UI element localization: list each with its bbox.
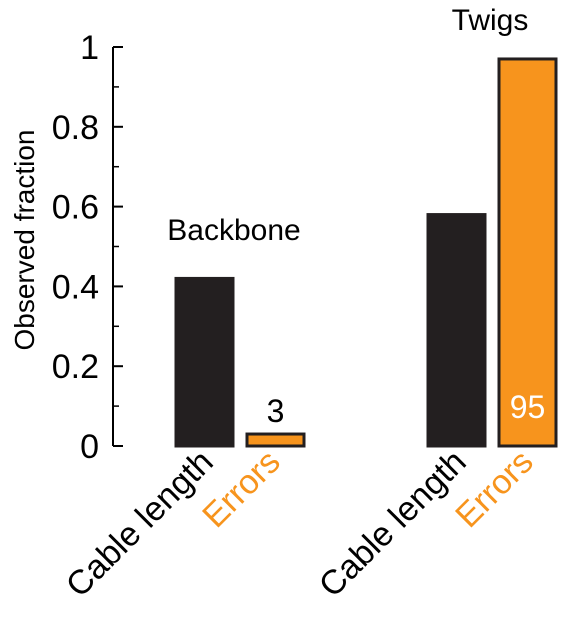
y-tick-label: 0 <box>80 428 99 466</box>
x-tick-label: Errors <box>448 443 540 535</box>
data-label: 95 <box>510 389 546 425</box>
y-tick-label: 0.6 <box>52 189 99 227</box>
y-tick-label: 0.8 <box>52 109 99 147</box>
y-tick-label: 0.2 <box>52 348 99 386</box>
y-axis-label: Observed fraction <box>9 130 40 351</box>
data-label: 3 <box>267 393 285 429</box>
bar <box>426 213 487 448</box>
y-tick-label: 0.4 <box>52 268 99 306</box>
x-tick-label: Cable length <box>312 443 474 605</box>
bar <box>497 57 558 448</box>
group-label: Twigs <box>452 4 529 37</box>
y-axis: 0 0.2 0.4 0.6 0.8 1 <box>52 29 123 466</box>
bar <box>174 276 235 448</box>
x-tick-label: Errors <box>195 443 287 535</box>
bar <box>245 432 306 448</box>
x-tick-label: Cable length <box>59 443 221 605</box>
bars <box>174 57 558 448</box>
y-tick-label: 1 <box>80 29 99 67</box>
group-label: Backbone <box>167 214 300 247</box>
